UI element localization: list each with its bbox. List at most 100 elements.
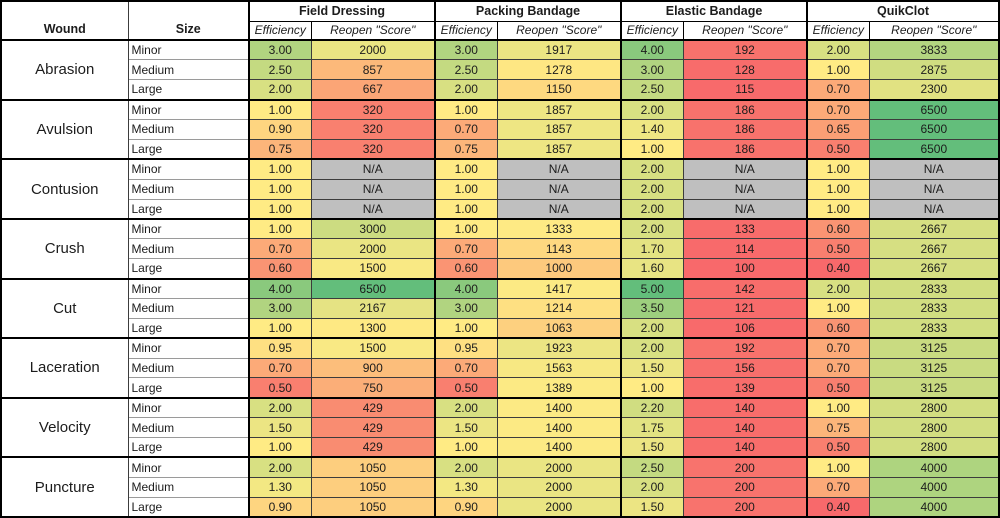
efficiency-cell[interactable]: 3.00 <box>248 39 312 61</box>
efficiency-cell[interactable]: 1.00 <box>248 437 312 459</box>
efficiency-cell[interactable]: 0.70 <box>248 238 312 260</box>
reopen-score-cell[interactable]: 320 <box>310 119 437 140</box>
reopen-score-cell[interactable]: 3000 <box>310 218 437 240</box>
size-cell[interactable]: Medium <box>128 297 250 319</box>
efficiency-cell[interactable]: 1.70 <box>620 238 684 260</box>
reopen-score-cell[interactable]: 1857 <box>496 119 623 140</box>
efficiency-cell[interactable]: 1.30 <box>434 476 498 498</box>
reopen-score-cell[interactable]: 140 <box>682 417 809 438</box>
reopen-score-cell[interactable]: 2800 <box>868 397 1000 419</box>
reopen-score-cell[interactable]: 4000 <box>868 476 1000 498</box>
reopen-score-cell[interactable]: 1300 <box>310 317 437 340</box>
reopen-score-cell[interactable]: 429 <box>310 397 437 419</box>
reopen-score-cell[interactable]: 1563 <box>496 357 623 379</box>
size-cell[interactable]: Medium <box>128 417 250 438</box>
reopen-score-cell[interactable]: 2000 <box>496 456 623 478</box>
reopen-score-cell[interactable]: N/A <box>310 198 437 220</box>
efficiency-cell[interactable]: 1.75 <box>620 417 684 438</box>
efficiency-cell[interactable]: 0.75 <box>806 417 870 438</box>
efficiency-cell[interactable]: 2.50 <box>620 456 684 478</box>
efficiency-cell[interactable]: 1.40 <box>620 119 684 140</box>
size-cell[interactable]: Large <box>128 138 250 161</box>
efficiency-cell[interactable]: 1.00 <box>434 198 498 220</box>
efficiency-cell[interactable]: 1.50 <box>248 417 312 438</box>
reopen-score-cell[interactable]: 186 <box>682 138 809 161</box>
reopen-score-cell[interactable]: 1500 <box>310 258 437 280</box>
size-cell[interactable]: Minor <box>128 278 250 299</box>
efficiency-cell[interactable]: 1.00 <box>434 317 498 340</box>
reopen-score-cell[interactable]: 128 <box>682 59 809 81</box>
subheader-reopen-score[interactable]: Reopen "Score" <box>682 20 809 41</box>
reopen-score-cell[interactable]: 156 <box>682 357 809 379</box>
efficiency-cell[interactable]: 4.00 <box>620 39 684 61</box>
wound-name-cell[interactable]: Crush <box>1 218 129 280</box>
wound-name-cell[interactable]: Avulsion <box>1 99 129 161</box>
subheader-efficiency[interactable]: Efficiency <box>248 20 312 41</box>
wound-column-header[interactable]: Wound <box>1 1 129 41</box>
efficiency-cell[interactable]: 0.70 <box>434 238 498 260</box>
efficiency-cell[interactable]: 0.50 <box>806 377 870 399</box>
size-cell[interactable]: Minor <box>128 39 250 60</box>
efficiency-cell[interactable]: 3.50 <box>620 297 684 319</box>
reopen-score-cell[interactable]: 320 <box>310 138 437 161</box>
efficiency-cell[interactable]: 0.60 <box>806 317 870 340</box>
efficiency-cell[interactable]: 2.00 <box>434 456 498 478</box>
size-cell[interactable]: Medium <box>128 357 250 378</box>
reopen-score-cell[interactable]: 2833 <box>868 278 1000 299</box>
efficiency-cell[interactable]: 1.00 <box>248 198 312 220</box>
wound-name-cell[interactable]: Contusion <box>1 159 129 220</box>
subheader-reopen-score[interactable]: Reopen "Score" <box>496 20 623 41</box>
efficiency-cell[interactable]: 0.75 <box>434 138 498 161</box>
reopen-score-cell[interactable]: 1400 <box>496 417 623 438</box>
reopen-score-cell[interactable]: 1333 <box>496 218 623 240</box>
reopen-score-cell[interactable]: 133 <box>682 218 809 240</box>
reopen-score-cell[interactable]: 3125 <box>868 337 1000 359</box>
efficiency-cell[interactable]: 2.00 <box>620 337 684 359</box>
efficiency-cell[interactable]: 0.90 <box>248 496 312 518</box>
reopen-score-cell[interactable]: 320 <box>310 99 437 120</box>
reopen-score-cell[interactable]: N/A <box>868 198 1000 220</box>
reopen-score-cell[interactable]: 106 <box>682 317 809 340</box>
subheader-efficiency[interactable]: Efficiency <box>806 20 870 41</box>
reopen-score-cell[interactable]: 2833 <box>868 317 1000 340</box>
reopen-score-cell[interactable]: 1417 <box>496 278 623 299</box>
size-cell[interactable]: Large <box>128 317 250 340</box>
reopen-score-cell[interactable]: 2000 <box>496 496 623 518</box>
reopen-score-cell[interactable]: 2833 <box>868 297 1000 319</box>
reopen-score-cell[interactable]: 3833 <box>868 39 1000 61</box>
subheader-reopen-score[interactable]: Reopen "Score" <box>310 20 437 41</box>
reopen-score-cell[interactable]: 2000 <box>310 238 437 260</box>
efficiency-cell[interactable]: 2.50 <box>248 59 312 81</box>
reopen-score-cell[interactable]: 2800 <box>868 437 1000 459</box>
reopen-score-cell[interactable]: 200 <box>682 456 809 478</box>
efficiency-cell[interactable]: 2.00 <box>806 278 870 299</box>
reopen-score-cell[interactable]: 1400 <box>496 397 623 419</box>
reopen-score-cell[interactable]: 3125 <box>868 377 1000 399</box>
efficiency-cell[interactable]: 0.90 <box>434 496 498 518</box>
efficiency-cell[interactable]: 2.00 <box>806 39 870 61</box>
efficiency-cell[interactable]: 2.00 <box>620 317 684 340</box>
group-header-packing-bandage[interactable]: Packing Bandage <box>434 0 623 22</box>
reopen-score-cell[interactable]: 1400 <box>496 437 623 459</box>
efficiency-cell[interactable]: 0.65 <box>806 119 870 140</box>
efficiency-cell[interactable]: 1.50 <box>620 437 684 459</box>
reopen-score-cell[interactable]: N/A <box>682 178 809 200</box>
reopen-score-cell[interactable]: 2875 <box>868 59 1000 81</box>
efficiency-cell[interactable]: 0.90 <box>248 119 312 140</box>
size-cell[interactable]: Minor <box>128 218 250 239</box>
reopen-score-cell[interactable]: 1000 <box>496 258 623 280</box>
size-cell[interactable]: Medium <box>128 238 250 259</box>
efficiency-cell[interactable]: 1.00 <box>434 437 498 459</box>
reopen-score-cell[interactable]: 857 <box>310 59 437 81</box>
reopen-score-cell[interactable]: 1050 <box>310 476 437 498</box>
reopen-score-cell[interactable]: 121 <box>682 297 809 319</box>
reopen-score-cell[interactable]: 667 <box>310 79 437 101</box>
size-cell[interactable]: Minor <box>128 158 250 180</box>
efficiency-cell[interactable]: 1.00 <box>806 198 870 220</box>
efficiency-cell[interactable]: 0.40 <box>806 258 870 280</box>
efficiency-cell[interactable]: 0.50 <box>248 377 312 399</box>
reopen-score-cell[interactable]: 4000 <box>868 456 1000 478</box>
reopen-score-cell[interactable]: 2000 <box>310 39 437 61</box>
efficiency-cell[interactable]: 0.95 <box>248 337 312 359</box>
efficiency-cell[interactable]: 3.00 <box>434 297 498 319</box>
